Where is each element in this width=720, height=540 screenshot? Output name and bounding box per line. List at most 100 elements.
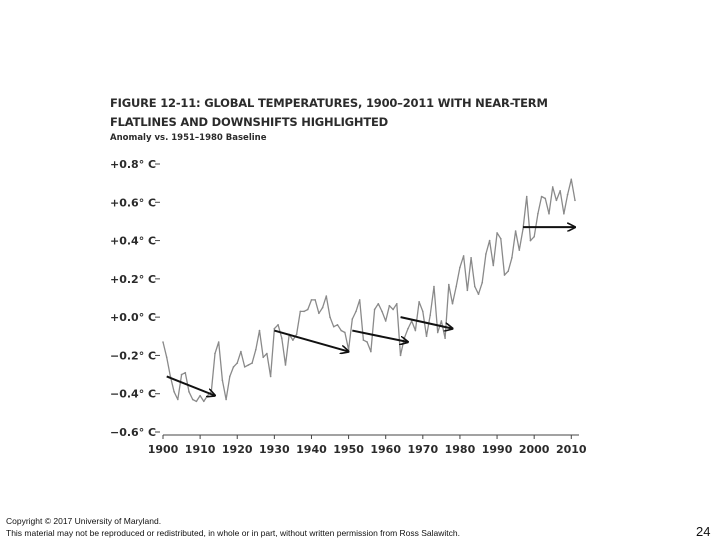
x-tick-label: 2000	[519, 443, 550, 456]
x-tick-label: 1940	[296, 443, 327, 456]
data-point	[236, 362, 239, 364]
data-point	[173, 391, 175, 393]
data-point	[355, 310, 357, 313]
data-point	[243, 366, 246, 368]
data-point	[388, 304, 391, 307]
data-point	[477, 293, 480, 295]
data-point	[266, 352, 268, 355]
data-point	[162, 341, 164, 343]
data-point	[347, 348, 350, 351]
data-point	[295, 333, 298, 336]
trend-arrow	[352, 329, 408, 342]
data-point	[299, 310, 302, 313]
data-point	[392, 308, 394, 311]
data-point	[462, 255, 465, 257]
y-tick-label: +0.6° C	[110, 196, 156, 209]
data-point	[329, 316, 331, 318]
x-tick-label: 1970	[408, 443, 439, 456]
y-axis: +0.8° C +0.6° C +0.4° C +0.2° C +0.0° C −0.2°…	[110, 158, 160, 439]
data-point	[229, 375, 231, 378]
data-point	[269, 375, 272, 378]
chart-title-line-2: FLATLINES AND DOWNSHIFTS HIGHLIGHTED	[110, 115, 388, 129]
x-tick-label: 1960	[370, 443, 401, 456]
data-point	[362, 339, 365, 341]
y-tick-label: +0.2° C	[110, 273, 156, 286]
data-point	[485, 253, 487, 255]
series-layer	[162, 178, 576, 403]
data-point	[217, 341, 220, 343]
data-point	[422, 310, 424, 313]
data-point	[514, 230, 517, 232]
data-point	[214, 352, 216, 355]
data-point	[370, 350, 372, 353]
data-point	[203, 400, 205, 403]
data-point	[473, 285, 476, 288]
data-point	[496, 232, 498, 234]
data-point	[399, 354, 402, 357]
data-point	[459, 266, 461, 269]
data-point	[366, 341, 368, 343]
data-point	[418, 301, 420, 303]
x-tick-label: 1920	[222, 443, 253, 456]
y-tick-label: +0.0° C	[110, 311, 156, 324]
data-point	[403, 337, 406, 340]
data-point	[165, 356, 168, 359]
data-point	[384, 320, 387, 322]
y-tick-label: −0.4° C	[110, 388, 156, 401]
data-point	[555, 199, 558, 202]
trend-arrow	[400, 316, 453, 328]
data-point	[292, 339, 294, 341]
data-point	[377, 302, 380, 305]
data-point	[381, 310, 383, 313]
x-tick-label: 1910	[185, 443, 216, 456]
page-number: 24	[696, 524, 711, 539]
data-point	[325, 295, 328, 297]
data-point	[258, 329, 261, 332]
data-point	[396, 302, 398, 305]
data-point	[191, 398, 194, 401]
data-point	[280, 337, 283, 340]
x-tick-label: 1990	[482, 443, 513, 456]
y-tick-label: −0.2° C	[110, 349, 156, 362]
data-point	[373, 308, 376, 311]
x-tick-label: 2010	[556, 443, 587, 456]
data-point	[332, 325, 335, 328]
data-point	[548, 212, 550, 215]
data-point	[210, 391, 213, 393]
data-point	[436, 331, 439, 334]
data-point	[570, 178, 573, 181]
x-tick-label: 1930	[259, 443, 290, 456]
data-point	[247, 364, 250, 366]
data-point	[358, 299, 361, 301]
copyright-line: Copyright © 2017 University of Maryland.	[6, 516, 162, 526]
data-point	[262, 356, 265, 359]
data-point	[180, 373, 183, 376]
chart-title: FIGURE 12-11: GLOBAL TEMPERATURES, 1900–…	[110, 94, 670, 132]
x-tick-label: 1950	[333, 443, 364, 456]
chart-title-line-1: FIGURE 12-11: GLOBAL TEMPERATURES, 1900–…	[110, 96, 548, 110]
x-tick-label: 1980	[445, 443, 476, 456]
data-point	[537, 212, 539, 215]
data-point	[407, 327, 409, 330]
data-point	[425, 335, 428, 338]
data-point	[511, 257, 513, 259]
data-point	[206, 394, 209, 397]
data-point	[310, 299, 313, 301]
data-point	[522, 228, 524, 230]
trend-arrow	[166, 375, 215, 395]
data-point	[529, 239, 532, 242]
data-point	[318, 312, 320, 315]
data-point	[444, 337, 446, 340]
temperature-series-line	[162, 178, 576, 403]
data-point	[488, 239, 491, 242]
data-point	[321, 306, 324, 309]
data-point	[466, 289, 469, 292]
data-point	[351, 318, 354, 320]
data-point	[481, 281, 484, 284]
data-point	[525, 195, 528, 198]
data-point	[551, 186, 554, 188]
data-point	[336, 324, 339, 326]
data-point	[563, 212, 565, 215]
data-point	[177, 398, 179, 401]
